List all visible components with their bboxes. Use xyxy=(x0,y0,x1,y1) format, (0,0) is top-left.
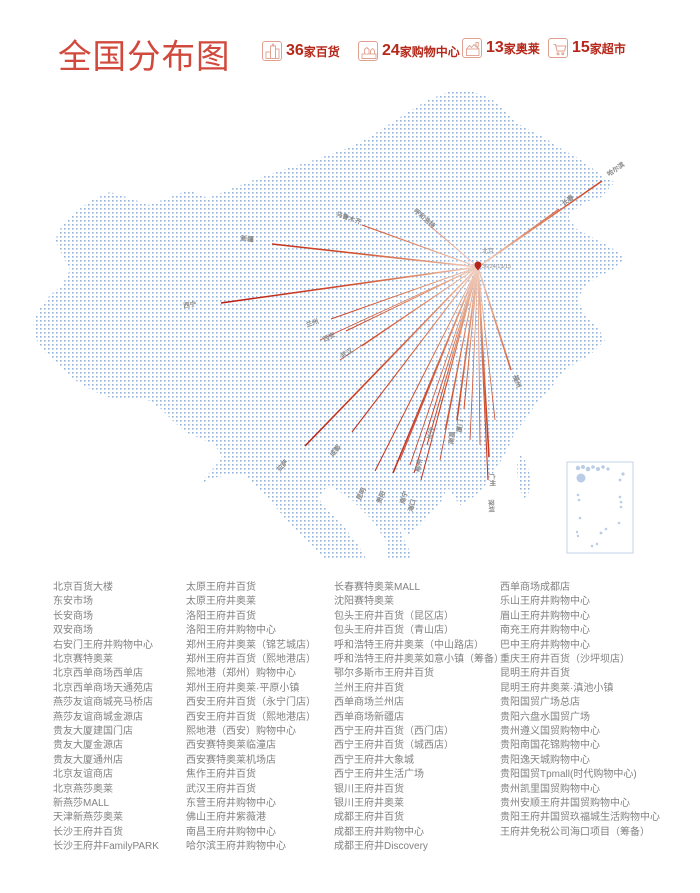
svg-text:北京: 北京 xyxy=(482,247,494,255)
svg-text:36/24/13/15: 36/24/13/15 xyxy=(482,264,511,270)
svg-text:哈尔滨: 哈尔滨 xyxy=(605,159,627,178)
svg-text:深圳: 深圳 xyxy=(487,499,497,513)
svg-text:广州: 广州 xyxy=(488,473,498,486)
